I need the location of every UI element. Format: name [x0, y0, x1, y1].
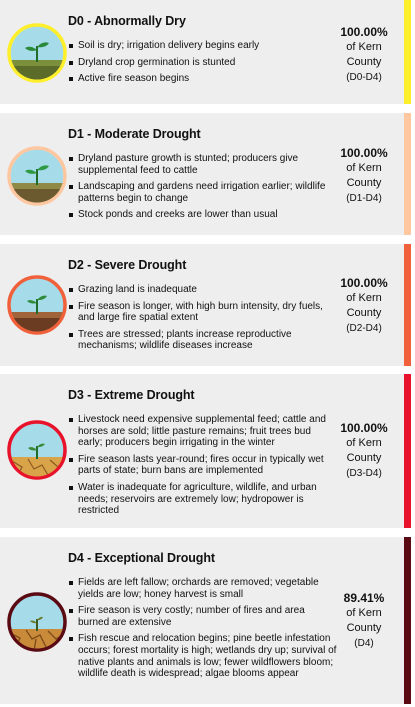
severity-stripe [404, 374, 411, 528]
coverage-county: County [346, 56, 382, 68]
coverage-of: of Kern [346, 162, 382, 174]
list-item: Livestock need expensive supplemental fe… [68, 414, 338, 449]
coverage-percent: 100.00% [340, 25, 388, 39]
coverage-of: of Kern [346, 437, 382, 449]
impact-list: Grazing land is inadequate Fire season i… [68, 284, 332, 357]
impact-list: Livestock need expensive supplemental fe… [68, 414, 338, 522]
card-d2: D2 - Severe Drought Grazing land is inad… [0, 244, 411, 366]
card-title: D2 - Severe Drought [68, 258, 187, 272]
dry-soil-sprout-icon [7, 146, 67, 206]
severity-stripe [404, 0, 411, 104]
card-title: D4 - Exceptional Drought [68, 551, 215, 565]
severity-stripe [404, 244, 411, 366]
list-item: Water is inadequate for agriculture, wil… [68, 482, 338, 517]
card-title: D1 - Moderate Drought [68, 127, 201, 141]
list-item: Dryland crop germination is stunted [68, 57, 313, 69]
coverage-county: County [346, 177, 382, 189]
dry-soil-sprout-icon [7, 23, 67, 83]
coverage-stat: 100.00% of Kern County (D0-D4) [329, 25, 399, 85]
card-title: D0 - Abnormally Dry [68, 14, 186, 28]
coverage-range: (D4) [354, 638, 374, 649]
coverage-county: County [346, 622, 382, 634]
list-item: Fire season is very costly; number of fi… [68, 605, 338, 628]
coverage-of: of Kern [346, 41, 382, 53]
coverage-of: of Kern [346, 607, 382, 619]
coverage-stat: 100.00% of Kern County (D2-D4) [329, 276, 399, 336]
list-item: Soil is dry; irrigation delivery begins … [68, 40, 313, 52]
list-item: Trees are stressed; plants increase repr… [68, 329, 332, 352]
impact-list: Dryland pasture growth is stunted; produ… [68, 153, 340, 226]
coverage-range: (D2-D4) [346, 323, 382, 334]
list-item: Fields are left fallow; orchards are rem… [68, 577, 338, 600]
coverage-percent: 89.41% [343, 591, 385, 605]
list-item: Fire season is longer, with high burn in… [68, 301, 332, 324]
coverage-stat: 89.41% of Kern County (D4) [329, 591, 399, 651]
coverage-of: of Kern [346, 292, 382, 304]
list-item: Landscaping and gardens need irrigation … [68, 181, 340, 204]
card-d0: D0 - Abnormally Dry Soil is dry; irrigat… [0, 0, 411, 104]
coverage-range: (D0-D4) [346, 72, 382, 83]
card-d3: D3 - Extreme Drought Livestock need expe… [0, 374, 411, 528]
dry-soil-sprout-icon [7, 275, 67, 335]
list-item: Stock ponds and creeks are lower than us… [68, 209, 340, 221]
impact-list: Fields are left fallow; orchards are rem… [68, 577, 338, 685]
coverage-stat: 100.00% of Kern County (D1-D4) [329, 146, 399, 206]
card-d1: D1 - Moderate Drought Dryland pasture gr… [0, 113, 411, 235]
coverage-range: (D3-D4) [346, 468, 382, 479]
coverage-stat: 100.00% of Kern County (D3-D4) [329, 421, 399, 481]
severity-stripe [404, 113, 411, 235]
coverage-county: County [346, 452, 382, 464]
card-title: D3 - Extreme Drought [68, 388, 195, 402]
severity-stripe [404, 537, 411, 704]
impact-list: Soil is dry; irrigation delivery begins … [68, 40, 313, 90]
card-d4: D4 - Exceptional Drought Fields are left… [0, 537, 411, 704]
coverage-percent: 100.00% [340, 421, 388, 435]
coverage-percent: 100.00% [340, 276, 388, 290]
list-item: Dryland pasture growth is stunted; produ… [68, 153, 340, 176]
coverage-range: (D1-D4) [346, 193, 382, 204]
list-item: Grazing land is inadequate [68, 284, 332, 296]
cracked-soil-sprout-icon [7, 592, 67, 652]
cracked-soil-sprout-icon [7, 420, 67, 480]
list-item: Fish rescue and relocation begins; pine … [68, 633, 338, 679]
list-item: Fire season lasts year-round; fires occu… [68, 454, 338, 477]
coverage-percent: 100.00% [340, 146, 388, 160]
list-item: Active fire season begins [68, 73, 313, 85]
coverage-county: County [346, 307, 382, 319]
